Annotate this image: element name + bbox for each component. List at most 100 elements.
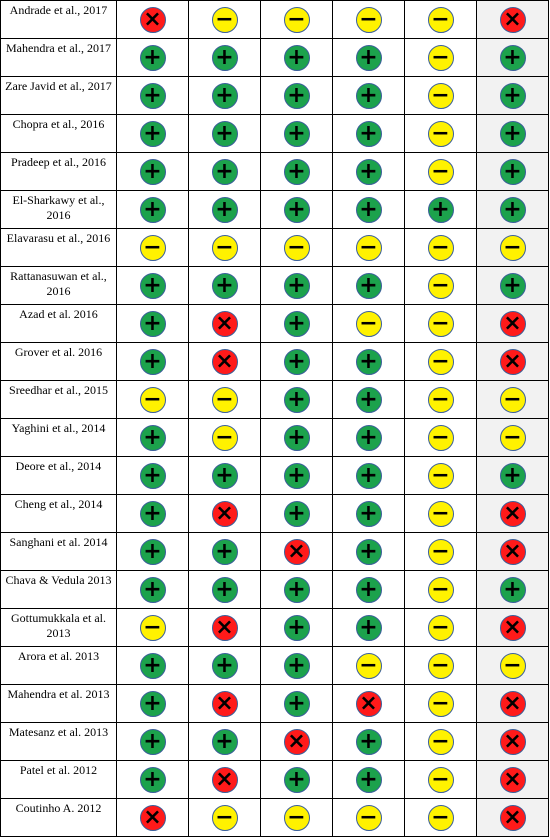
rating-cell: + [476, 266, 549, 305]
rating-cell: + [332, 38, 405, 77]
rating-cell: + [116, 152, 189, 191]
rating-icon: + [355, 766, 382, 793]
study-cell: Grover et al. 2016 [0, 342, 117, 381]
rating-cell: + [116, 190, 189, 229]
rating-icon: + [499, 196, 526, 223]
table-row: Sanghani et al. 2014 + + × + − × [0, 532, 549, 571]
rating-icon: + [139, 424, 166, 451]
rating-cell: − [404, 304, 477, 343]
rating-icon: − [427, 386, 454, 413]
rating-cell: − [188, 798, 261, 837]
rating-icon: − [427, 82, 454, 109]
rating-cell: + [116, 722, 189, 761]
rating-icon: + [355, 120, 382, 147]
rating-cell: + [116, 684, 189, 723]
rating-icon: + [139, 576, 166, 603]
rating-icon: − [283, 804, 310, 831]
rating-icon: × [499, 690, 526, 717]
rating-cell: − [404, 646, 477, 685]
rating-icon: − [499, 424, 526, 451]
rating-cell: + [188, 76, 261, 115]
rating-cell: − [404, 760, 477, 799]
rating-cell: + [116, 266, 189, 305]
rating-icon: + [355, 158, 382, 185]
rating-cell: × [476, 760, 549, 799]
rating-cell: + [332, 266, 405, 305]
rating-cell: + [188, 456, 261, 495]
rating-icon: + [211, 462, 238, 489]
rating-icon: + [355, 82, 382, 109]
rating-icon: + [355, 196, 382, 223]
rating-cell: − [476, 228, 549, 267]
rating-icon: + [139, 348, 166, 375]
rating-icon: − [427, 728, 454, 755]
rating-cell: + [260, 38, 333, 77]
rating-icon: × [211, 690, 238, 717]
rating-icon: × [499, 614, 526, 641]
rating-icon: − [355, 804, 382, 831]
rating-icon: − [499, 386, 526, 413]
rating-icon: + [139, 500, 166, 527]
rating-cell: + [188, 570, 261, 609]
rating-icon: + [355, 44, 382, 71]
table-row: Rattanasuwan et al., 2016 + + + + − + [0, 266, 549, 305]
table-row: Coutinho A. 2012 × − − − − × [0, 798, 549, 837]
rating-cell: + [116, 304, 189, 343]
rating-icon: − [427, 690, 454, 717]
rating-cell: × [476, 532, 549, 571]
rating-icon: + [283, 272, 310, 299]
rating-icon: + [283, 82, 310, 109]
rating-cell: + [476, 190, 549, 229]
rating-cell: + [260, 114, 333, 153]
rating-cell: + [332, 342, 405, 381]
rating-icon: + [139, 120, 166, 147]
rating-icon: + [211, 728, 238, 755]
study-cell: Cheng et al., 2014 [0, 494, 117, 533]
rating-cell: + [332, 570, 405, 609]
rating-icon: × [139, 6, 166, 33]
table-row: Grover et al. 2016 + × + + − × [0, 342, 549, 381]
rating-icon: − [427, 462, 454, 489]
rating-icon: − [427, 576, 454, 603]
rating-cell: × [188, 304, 261, 343]
rating-cell: + [188, 646, 261, 685]
rating-cell: + [116, 418, 189, 457]
rating-cell: + [188, 152, 261, 191]
rating-cell: + [188, 190, 261, 229]
rating-icon: × [499, 500, 526, 527]
rating-cell: + [260, 494, 333, 533]
rating-icon: × [499, 348, 526, 375]
rating-cell: − [332, 304, 405, 343]
rating-cell: + [476, 456, 549, 495]
rating-cell: + [476, 76, 549, 115]
rating-cell: + [260, 380, 333, 419]
rating-cell: + [116, 114, 189, 153]
rating-icon: − [427, 538, 454, 565]
rating-icon: − [427, 500, 454, 527]
rating-cell: − [476, 646, 549, 685]
rating-cell: − [260, 798, 333, 837]
rating-icon: − [139, 234, 166, 261]
rating-icon: × [139, 804, 166, 831]
study-cell: Rattanasuwan et al., 2016 [0, 266, 117, 305]
rating-cell: − [404, 228, 477, 267]
rating-icon: + [355, 386, 382, 413]
rating-cell: × [188, 342, 261, 381]
study-cell: Patel et al. 2012 [0, 760, 117, 799]
rating-icon: + [283, 500, 310, 527]
rating-icon: + [283, 196, 310, 223]
rating-cell: × [188, 494, 261, 533]
table-row: Zare Javid et al., 2017 + + + + − + [0, 76, 549, 115]
rating-cell: + [116, 456, 189, 495]
rating-icon: + [139, 766, 166, 793]
rating-cell: + [332, 456, 405, 495]
rating-icon: − [355, 6, 382, 33]
rating-cell: + [476, 38, 549, 77]
rating-cell: − [404, 798, 477, 837]
rating-cell: × [476, 342, 549, 381]
rating-cell: × [476, 0, 549, 39]
rating-icon: + [499, 158, 526, 185]
table-row: Sreedhar et al., 2015− − + + − − [0, 380, 549, 419]
rating-icon: − [499, 234, 526, 261]
rating-icon: − [211, 234, 238, 261]
